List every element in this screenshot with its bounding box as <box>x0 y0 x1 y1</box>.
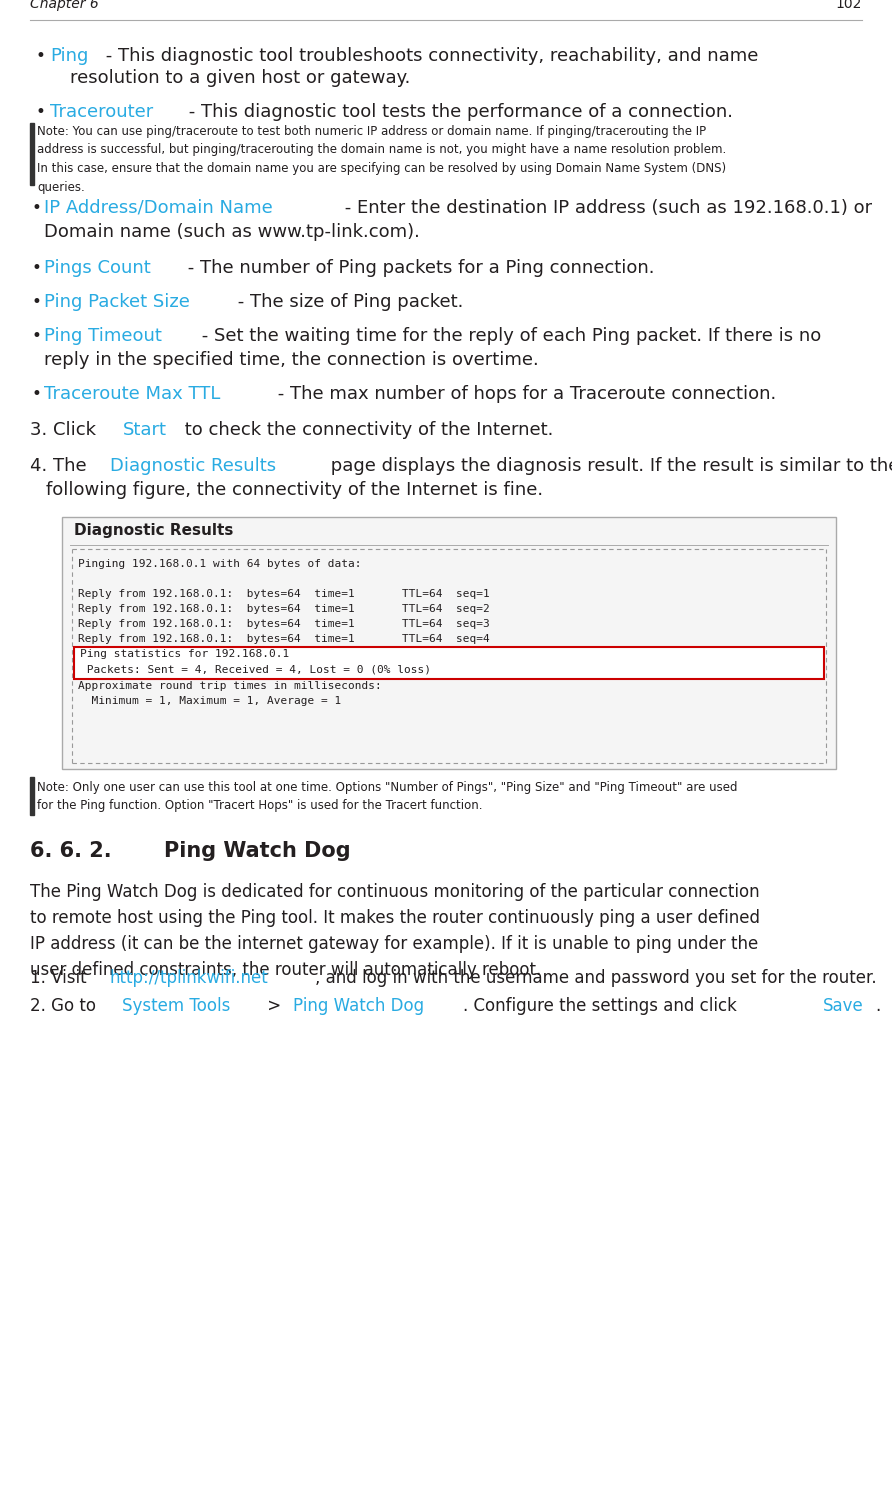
Text: Pings Count: Pings Count <box>44 258 151 278</box>
Text: Ping statistics for 192.168.0.1: Ping statistics for 192.168.0.1 <box>80 649 289 659</box>
Bar <box>74 647 824 679</box>
Text: Ping: Ping <box>50 48 88 65</box>
Text: >: > <box>261 996 286 1016</box>
Text: , and log in with the username and password you set for the router.: , and log in with the username and passw… <box>315 970 876 988</box>
Text: Tracerouter: Tracerouter <box>50 102 153 120</box>
Text: 4. The: 4. The <box>30 457 93 475</box>
Text: •: • <box>36 102 45 120</box>
Text: Ping Timeout: Ping Timeout <box>44 327 161 345</box>
Text: •: • <box>32 258 42 278</box>
Text: Packets: Sent = 4, Received = 4, Lost = 0 (0% loss): Packets: Sent = 4, Received = 4, Lost = … <box>80 664 431 674</box>
Text: 102: 102 <box>836 0 862 10</box>
Text: page displays the diagnosis result. If the result is similar to the: page displays the diagnosis result. If t… <box>325 457 892 475</box>
Text: - This diagnostic tool troubleshoots connectivity, reachability, and name: - This diagnostic tool troubleshoots con… <box>100 48 758 65</box>
Text: Reply from 192.168.0.1:  bytes=64  time=1       TTL=64  seq=3: Reply from 192.168.0.1: bytes=64 time=1 … <box>78 619 490 630</box>
Text: Pinging 192.168.0.1 with 64 bytes of data:: Pinging 192.168.0.1 with 64 bytes of dat… <box>78 558 361 569</box>
Text: - The max number of hops for a Traceroute connection.: - The max number of hops for a Tracerout… <box>271 385 776 402</box>
Bar <box>30 777 34 815</box>
Text: Ping Packet Size: Ping Packet Size <box>44 293 190 310</box>
Text: •: • <box>32 327 42 345</box>
Text: Ping Watch Dog: Ping Watch Dog <box>136 841 351 861</box>
Text: Start: Start <box>122 422 167 440</box>
Text: - The size of Ping packet.: - The size of Ping packet. <box>232 293 464 310</box>
Text: - The number of Ping packets for a Ping connection.: - The number of Ping packets for a Ping … <box>182 258 654 278</box>
Text: Reply from 192.168.0.1:  bytes=64  time=1       TTL=64  seq=2: Reply from 192.168.0.1: bytes=64 time=1 … <box>78 604 490 613</box>
Text: Approximate round trip times in milliseconds:: Approximate round trip times in millisec… <box>78 682 382 691</box>
Text: to check the connectivity of the Internet.: to check the connectivity of the Interne… <box>179 422 554 440</box>
Text: System Tools: System Tools <box>122 996 230 1016</box>
Text: Note: Only one user can use this tool at one time. Options "Number of Pings", "P: Note: Only one user can use this tool at… <box>37 781 738 812</box>
Text: - This diagnostic tool tests the performance of a connection.: - This diagnostic tool tests the perform… <box>183 102 733 120</box>
Text: - Set the waiting time for the reply of each Ping packet. If there is no: - Set the waiting time for the reply of … <box>196 327 822 345</box>
Text: following figure, the connectivity of the Internet is fine.: following figure, the connectivity of th… <box>46 481 543 499</box>
Text: Diagnostic Results: Diagnostic Results <box>111 457 277 475</box>
Text: Reply from 192.168.0.1:  bytes=64  time=1       TTL=64  seq=1: Reply from 192.168.0.1: bytes=64 time=1 … <box>78 590 490 598</box>
Text: Note: You can use ping/traceroute to test both numeric IP address or domain name: Note: You can use ping/traceroute to tes… <box>37 125 726 193</box>
Text: Chapter 6: Chapter 6 <box>30 0 99 10</box>
Text: •: • <box>32 199 42 217</box>
Bar <box>62 517 836 769</box>
Text: •: • <box>32 385 42 402</box>
Text: Save: Save <box>822 996 863 1016</box>
Text: 6. 6. 2.: 6. 6. 2. <box>30 841 112 861</box>
Text: Traceroute Max TTL: Traceroute Max TTL <box>44 385 220 402</box>
Text: Diagnostic Results: Diagnostic Results <box>74 523 234 538</box>
Text: - Enter the destination IP address (such as 192.168.0.1) or: - Enter the destination IP address (such… <box>339 199 872 217</box>
Text: .: . <box>875 996 880 1016</box>
Text: 3. Click: 3. Click <box>30 422 102 440</box>
Text: resolution to a given host or gateway.: resolution to a given host or gateway. <box>70 68 410 88</box>
Text: reply in the specified time, the connection is overtime.: reply in the specified time, the connect… <box>44 350 539 368</box>
Bar <box>30 123 34 186</box>
Text: http://tplinkwifi.net: http://tplinkwifi.net <box>110 970 268 988</box>
Text: . Configure the settings and click: . Configure the settings and click <box>463 996 742 1016</box>
Text: The Ping Watch Dog is dedicated for continuous monitoring of the particular conn: The Ping Watch Dog is dedicated for cont… <box>30 884 760 980</box>
Text: Domain name (such as www.tp-link.com).: Domain name (such as www.tp-link.com). <box>44 223 420 241</box>
Text: 2. Go to: 2. Go to <box>30 996 102 1016</box>
Text: •: • <box>32 293 42 310</box>
Text: Minimum = 1, Maximum = 1, Average = 1: Minimum = 1, Maximum = 1, Average = 1 <box>78 696 342 705</box>
Text: •: • <box>36 48 45 65</box>
Text: Reply from 192.168.0.1:  bytes=64  time=1       TTL=64  seq=4: Reply from 192.168.0.1: bytes=64 time=1 … <box>78 634 490 644</box>
Text: Ping Watch Dog: Ping Watch Dog <box>293 996 425 1016</box>
Text: 1. Visit: 1. Visit <box>30 970 92 988</box>
Text: IP Address/Domain Name: IP Address/Domain Name <box>44 199 273 217</box>
